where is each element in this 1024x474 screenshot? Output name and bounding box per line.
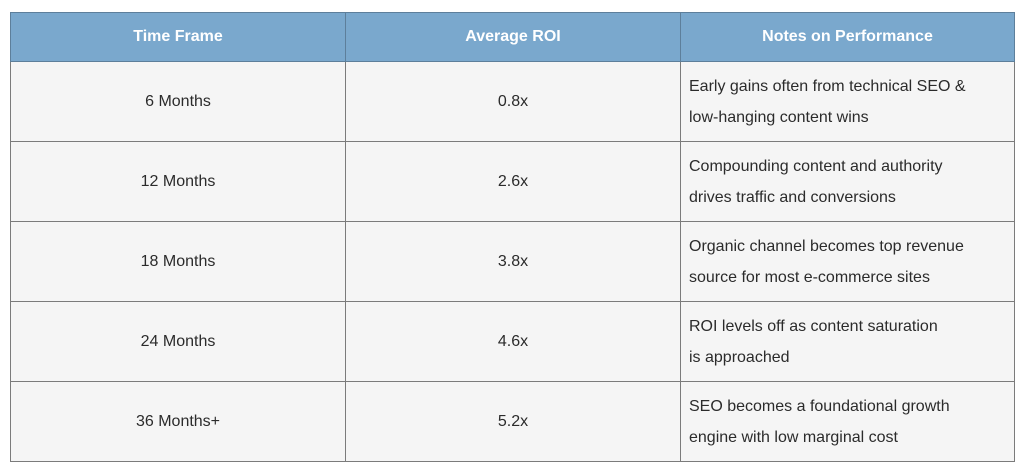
header-average-roi: Average ROI: [345, 12, 681, 62]
notes-cell: Compounding content and authority drives…: [680, 141, 1015, 222]
notes-line: Organic channel becomes top revenue: [689, 237, 964, 255]
notes-line: is approached: [689, 348, 790, 366]
notes-line: ROI levels off as content saturation: [689, 317, 938, 335]
time-frame-cell: 6 Months: [10, 61, 346, 142]
table-header-row: Time Frame Average ROI Notes on Performa…: [10, 12, 1015, 62]
notes-line: engine with low marginal cost: [689, 428, 898, 446]
table-row: 18 Months 3.8x Organic channel becomes t…: [10, 221, 1015, 302]
table-row: 36 Months+ 5.2x SEO becomes a foundation…: [10, 381, 1015, 462]
roi-cell: 3.8x: [345, 221, 681, 302]
notes-line: Compounding content and authority: [689, 157, 943, 175]
time-frame-cell: 18 Months: [10, 221, 346, 302]
table-row: 12 Months 2.6x Compounding content and a…: [10, 141, 1015, 222]
time-frame-cell: 36 Months+: [10, 381, 346, 462]
roi-table: Time Frame Average ROI Notes on Performa…: [10, 12, 1015, 462]
notes-line: source for most e-commerce sites: [689, 268, 930, 286]
notes-cell: ROI levels off as content saturation is …: [680, 301, 1015, 382]
roi-table-container: Time Frame Average ROI Notes on Performa…: [10, 12, 1015, 462]
notes-line: Early gains often from technical SEO &: [689, 77, 966, 95]
notes-line: drives traffic and conversions: [689, 188, 896, 206]
header-time-frame: Time Frame: [10, 12, 346, 62]
time-frame-cell: 24 Months: [10, 301, 346, 382]
table-row: 24 Months 4.6x ROI levels off as content…: [10, 301, 1015, 382]
notes-cell: Early gains often from technical SEO & l…: [680, 61, 1015, 142]
time-frame-cell: 12 Months: [10, 141, 346, 222]
table-row: 6 Months 0.8x Early gains often from tec…: [10, 61, 1015, 142]
roi-cell: 0.8x: [345, 61, 681, 142]
roi-cell: 4.6x: [345, 301, 681, 382]
roi-cell: 2.6x: [345, 141, 681, 222]
notes-cell: Organic channel becomes top revenue sour…: [680, 221, 1015, 302]
header-notes-on-performance: Notes on Performance: [680, 12, 1015, 62]
notes-line: SEO becomes a foundational growth: [689, 397, 950, 415]
notes-line: low-hanging content wins: [689, 108, 869, 126]
notes-cell: SEO becomes a foundational growth engine…: [680, 381, 1015, 462]
roi-cell: 5.2x: [345, 381, 681, 462]
